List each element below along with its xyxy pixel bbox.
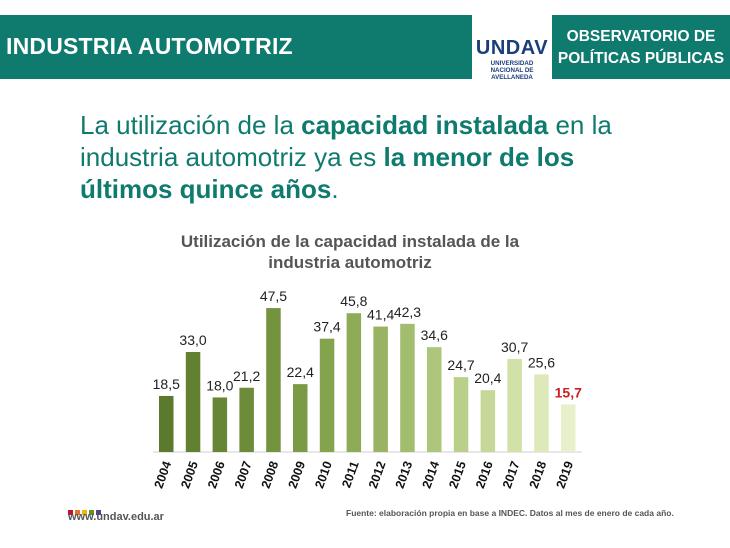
header: INDUSTRIA AUTOMOTRIZ UNDAV UNIVERSIDAD N…	[0, 0, 730, 92]
bar-2015	[453, 377, 469, 452]
value-label-2005: 33,0	[179, 332, 206, 348]
category-label-2005: 2005	[178, 459, 201, 490]
value-label-2007: 21,2	[233, 368, 260, 384]
value-label-2015: 24,7	[447, 357, 474, 373]
bar-2013	[400, 323, 415, 452]
logo-sub-line1: UNIVERSIDAD	[490, 60, 534, 67]
value-label-2019: 15,7	[555, 384, 582, 400]
category-label-2004: 2004	[151, 459, 174, 490]
brand-dot	[82, 510, 87, 515]
header-band-left	[0, 15, 472, 79]
section-title: INDUSTRIA AUTOMOTRIZ	[6, 33, 293, 59]
value-label-2011: 45,8	[340, 293, 367, 309]
category-label-2006: 2006	[205, 459, 228, 490]
logo-sub-line2: NACIONAL DE	[490, 67, 534, 75]
chart-title-line2: industria automotriz	[268, 253, 432, 272]
observatory-title: OBSERVATORIO DE POLÍTICAS PÚBLICAS	[552, 26, 730, 70]
headline-part1: La utilización de la	[80, 110, 302, 140]
category-label-2015: 2015	[446, 459, 469, 490]
bar-2017	[507, 358, 522, 452]
category-label-2009: 2009	[285, 459, 308, 490]
value-label-2016: 20,4	[474, 370, 501, 386]
category-label-2016: 2016	[473, 459, 496, 490]
bar-2011	[346, 313, 362, 452]
bar-2016	[480, 390, 496, 452]
value-label-2008: 47,5	[260, 288, 287, 304]
category-label-2014: 2014	[419, 459, 442, 490]
value-label-2017: 30,7	[501, 339, 528, 355]
category-label-2008: 2008	[259, 459, 282, 490]
bar-2019	[561, 404, 576, 452]
brand-dot	[89, 510, 94, 515]
category-label-2019: 2019	[553, 459, 576, 490]
value-label-2014: 34,6	[421, 327, 448, 343]
logo-subtitle: UNIVERSIDAD NACIONAL DE AVELLANEDA	[472, 60, 552, 82]
logo-sub-line3: AVELLANEDA	[491, 74, 533, 82]
bar-2005	[185, 352, 201, 452]
headline-bold2: la menor de los últimos quince años	[80, 142, 575, 204]
category-label-2013: 2013	[393, 459, 416, 490]
header-band-right	[552, 15, 730, 79]
category-label-2018: 2018	[527, 459, 550, 490]
bar-2006	[212, 397, 228, 452]
value-label-2009: 22,4	[287, 364, 314, 380]
headline-bold1: capacidad instalada	[301, 110, 549, 140]
brand-dot	[96, 510, 101, 515]
logo-text: UNDAV	[475, 37, 549, 59]
source-note: Fuente: elaboración propia en base a IND…	[346, 508, 674, 518]
bar-2008	[266, 308, 281, 452]
brand-dots	[68, 502, 103, 515]
category-label-2010: 2010	[312, 459, 335, 490]
chart-title-line1: Utilización de la capacidad instalada de…	[180, 232, 520, 251]
brand-dot	[68, 510, 73, 515]
category-label-2007: 2007	[232, 459, 255, 490]
bar-2012	[373, 326, 388, 452]
observatory-line2: POLÍTICAS PÚBLICAS	[557, 50, 725, 67]
category-label-2017: 2017	[500, 459, 523, 490]
category-label-2011: 2011	[339, 459, 361, 489]
headline-part3: .	[331, 174, 339, 204]
value-label-2012: 41,4	[367, 307, 394, 323]
headline: La utilización de la capacidad instalada…	[80, 109, 640, 205]
bar-2004	[159, 395, 174, 452]
brand-dot	[75, 510, 80, 515]
value-label-2006: 18,0	[206, 377, 233, 393]
observatory-line1: OBSERVATORIO DE	[566, 28, 716, 45]
bar-2010	[319, 338, 335, 452]
undav-logo: UNDAV UNIVERSIDAD NACIONAL DE AVELLANEDA	[472, 0, 552, 92]
bar-2018	[534, 374, 549, 452]
value-label-2010: 37,4	[313, 319, 340, 335]
category-label-2012: 2012	[366, 459, 389, 490]
value-label-2013: 42,3	[394, 304, 421, 320]
website-link[interactable]: www.undav.edu.ar	[68, 511, 164, 523]
bar-2007	[239, 387, 254, 452]
value-label-2018: 25,6	[528, 354, 555, 370]
value-label-2004: 18,5	[153, 376, 180, 392]
bar-2014	[427, 347, 442, 452]
bar-2009	[293, 384, 308, 452]
headline-part2: en la industria automotriz ya es	[80, 110, 612, 172]
chart-title: Utilización de la capacidad instalada de…	[150, 231, 550, 273]
